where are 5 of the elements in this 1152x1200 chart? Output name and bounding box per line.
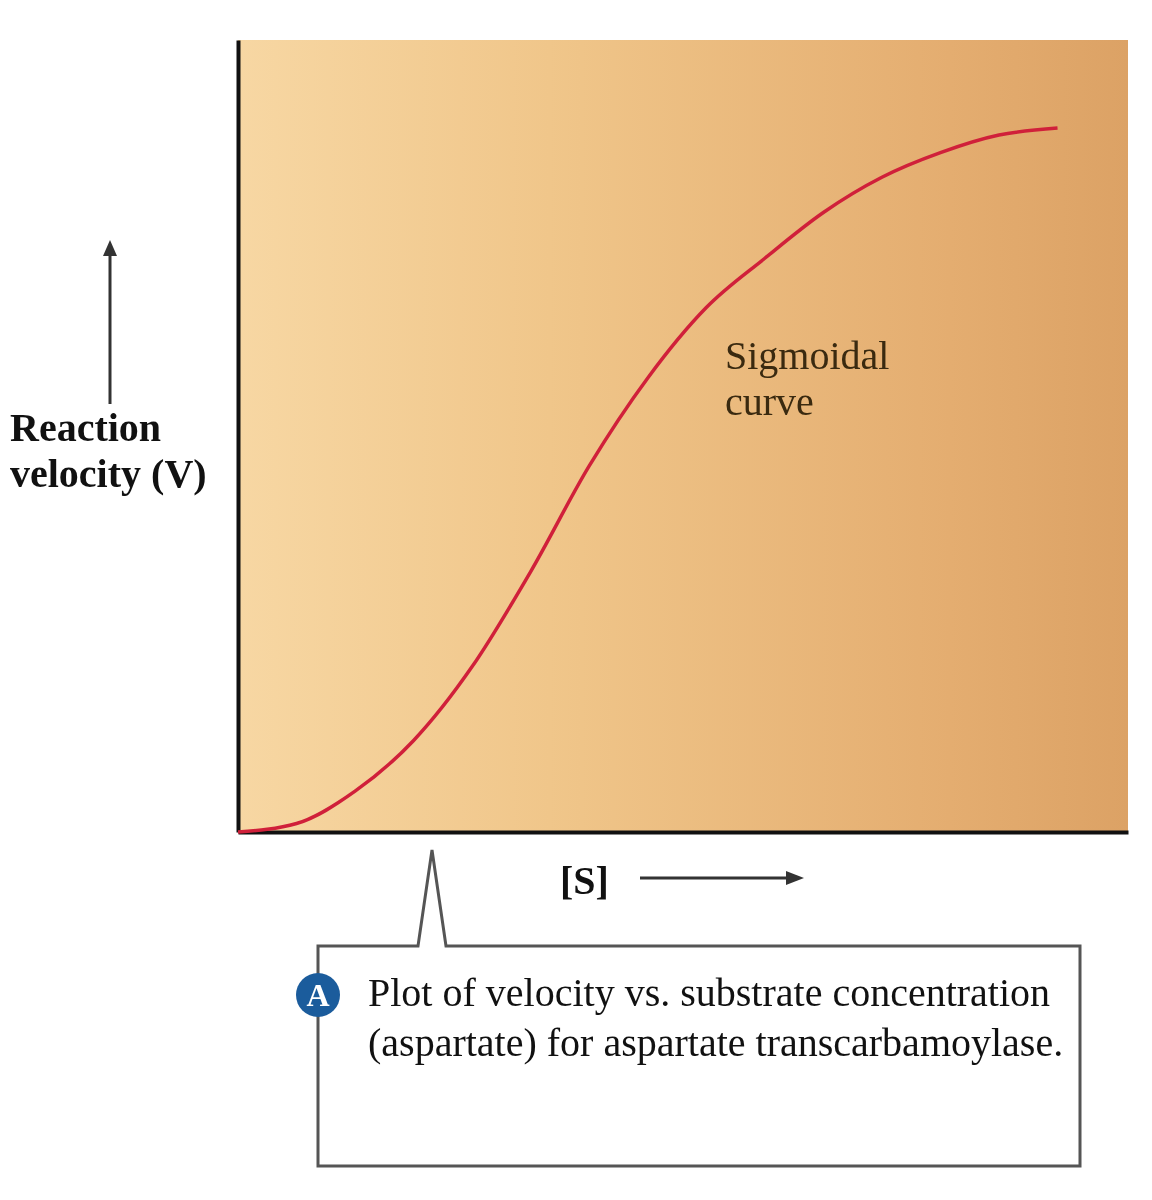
series-label: Sigmoidal curve [725,333,891,425]
x-axis-title: [S] [560,858,609,904]
y-axis-title: Reaction velocity (V) [10,405,208,497]
badge-icon: A [296,973,340,1017]
text: Plot of velocity vs. substrate concentration (aspartate) for aspartate transcarbamoylase. [368,969,1065,1067]
